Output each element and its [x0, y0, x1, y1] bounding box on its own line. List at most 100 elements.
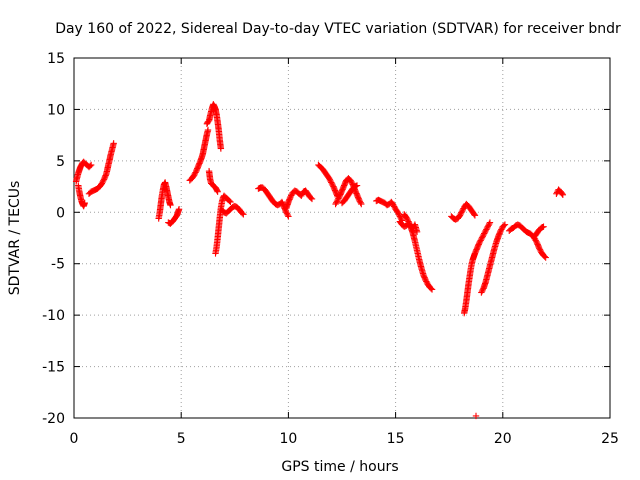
data-point — [307, 194, 315, 202]
x-tick-label: 15 — [387, 431, 405, 447]
y-tick-label: 5 — [56, 154, 65, 170]
data-point — [541, 253, 548, 260]
data-point — [428, 286, 436, 293]
data-point — [536, 245, 543, 252]
data-point — [217, 145, 225, 152]
x-tick-label: 25 — [601, 431, 619, 447]
x-tick-label: 10 — [279, 431, 297, 447]
data-point — [333, 199, 340, 206]
data-point — [486, 220, 493, 228]
data-point — [480, 231, 487, 239]
data-point — [81, 199, 88, 207]
data-point — [403, 215, 411, 222]
y-axis-label: SDTVAR / TECUs — [7, 181, 23, 296]
data-point — [333, 198, 341, 205]
data-point — [542, 254, 549, 261]
data-point — [347, 177, 354, 184]
data-point — [390, 203, 398, 210]
data-point — [328, 179, 335, 186]
y-tick-label: 15 — [47, 51, 65, 67]
data-point — [479, 233, 486, 240]
data-point — [328, 180, 336, 188]
data-point — [478, 289, 485, 296]
data-point — [476, 239, 483, 247]
data-point — [476, 238, 484, 245]
data-point — [87, 161, 95, 169]
axis-ticks — [73, 57, 611, 419]
data-point — [332, 200, 339, 208]
data-point — [458, 208, 466, 215]
data-point — [500, 222, 508, 229]
data-point — [471, 211, 478, 218]
data-point — [167, 201, 174, 209]
data-point — [355, 196, 363, 204]
data-point — [353, 182, 361, 189]
data-point — [395, 211, 403, 219]
y-tick-label: -5 — [51, 257, 65, 273]
y-tick-label: -10 — [42, 308, 65, 324]
data-point — [325, 175, 333, 182]
data-point — [457, 210, 464, 218]
data-point — [190, 172, 198, 179]
data-point — [298, 192, 305, 200]
data-point — [532, 237, 539, 244]
data-point — [498, 226, 505, 233]
data-point — [484, 223, 491, 230]
data-point — [287, 193, 294, 201]
data-point — [358, 200, 365, 208]
data-point — [483, 224, 491, 232]
y-tick-label: -15 — [42, 360, 65, 376]
data-points — [72, 101, 567, 420]
data-point — [308, 195, 316, 203]
data-point — [214, 188, 221, 195]
data-point — [326, 176, 334, 183]
data-point — [486, 219, 494, 226]
data-point — [239, 210, 246, 217]
data-point — [422, 276, 429, 284]
y-tick-label: 10 — [47, 102, 65, 118]
data-point — [482, 227, 489, 234]
data-point — [427, 285, 435, 292]
x-axis-label: GPS time / hours — [281, 459, 398, 475]
x-tick-label: 0 — [70, 431, 79, 447]
data-point — [497, 227, 504, 234]
data-point — [204, 126, 212, 134]
data-point — [483, 226, 490, 233]
data-point — [456, 212, 464, 219]
data-point — [327, 177, 334, 185]
data-point — [284, 211, 291, 219]
data-point — [226, 197, 233, 205]
data-point — [481, 230, 488, 237]
data-point — [477, 237, 484, 244]
data-point — [240, 211, 247, 218]
data-point — [394, 209, 401, 216]
data-point — [288, 192, 295, 199]
x-tick-label: 20 — [494, 431, 512, 447]
data-point — [191, 170, 198, 178]
data-point — [558, 190, 566, 197]
data-point — [110, 140, 117, 147]
data-point — [559, 191, 567, 198]
data-point — [357, 199, 364, 206]
y-tick-label: -20 — [42, 411, 65, 427]
data-point — [348, 178, 355, 185]
data-point — [478, 234, 486, 241]
data-point — [485, 222, 492, 229]
data-point — [285, 213, 292, 220]
data-point — [175, 206, 183, 213]
data-point — [540, 223, 547, 230]
data-point — [472, 412, 480, 420]
data-point — [390, 201, 397, 209]
data-point — [227, 198, 234, 206]
data-point — [501, 221, 509, 228]
x-tick-label: 5 — [177, 431, 186, 447]
data-point — [356, 198, 364, 205]
data-point — [334, 196, 341, 204]
chart-title: Day 160 of 2022, Sidereal Day-to-day VTE… — [55, 21, 621, 37]
data-point — [458, 209, 465, 216]
data-point — [536, 246, 544, 253]
data-point — [478, 287, 486, 295]
data-point — [553, 190, 560, 197]
data-point — [283, 210, 291, 217]
data-point — [86, 162, 94, 170]
